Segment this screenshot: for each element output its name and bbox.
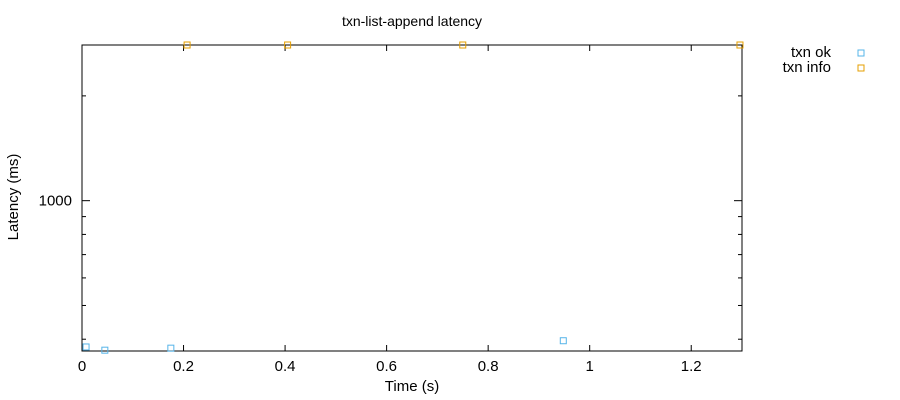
x-tick-label: 0.4 (275, 358, 296, 375)
x-axis-label: Time (s) (385, 378, 439, 395)
x-tick-label: 1.2 (681, 358, 702, 375)
point-txn-ok (82, 343, 90, 351)
x-tick-label: 0.8 (478, 358, 499, 375)
axis-tick-labels: 0 0.2 0.4 0.6 0.8 1 1.2 1000 (39, 193, 702, 375)
point-txn-info (736, 41, 744, 49)
x-tick-label: 1 (586, 358, 594, 375)
x-tick-label: 0 (78, 358, 86, 375)
legend-marker-txn-ok (857, 49, 865, 57)
x-tick-label: 0.6 (376, 358, 397, 375)
legend-label-txn-ok: txn ok (791, 44, 832, 61)
point-txn-ok (559, 337, 567, 345)
legend-label-txn-info: txn info (783, 59, 831, 76)
point-txn-ok (167, 344, 175, 352)
plot-area-border (81, 44, 743, 352)
point-txn-info (284, 41, 292, 49)
point-txn-info (183, 41, 191, 49)
data-points (82, 41, 744, 354)
axis-ticks (81, 45, 742, 351)
point-txn-ok (101, 346, 109, 354)
legend-marker-txn-info (857, 64, 865, 72)
chart-title: txn-list-append latency (342, 13, 482, 29)
point-txn-info (459, 41, 467, 49)
y-tick-label: 1000 (39, 193, 72, 210)
x-tick-label: 0.2 (173, 358, 194, 375)
y-axis-label: Latency (ms) (5, 154, 22, 241)
